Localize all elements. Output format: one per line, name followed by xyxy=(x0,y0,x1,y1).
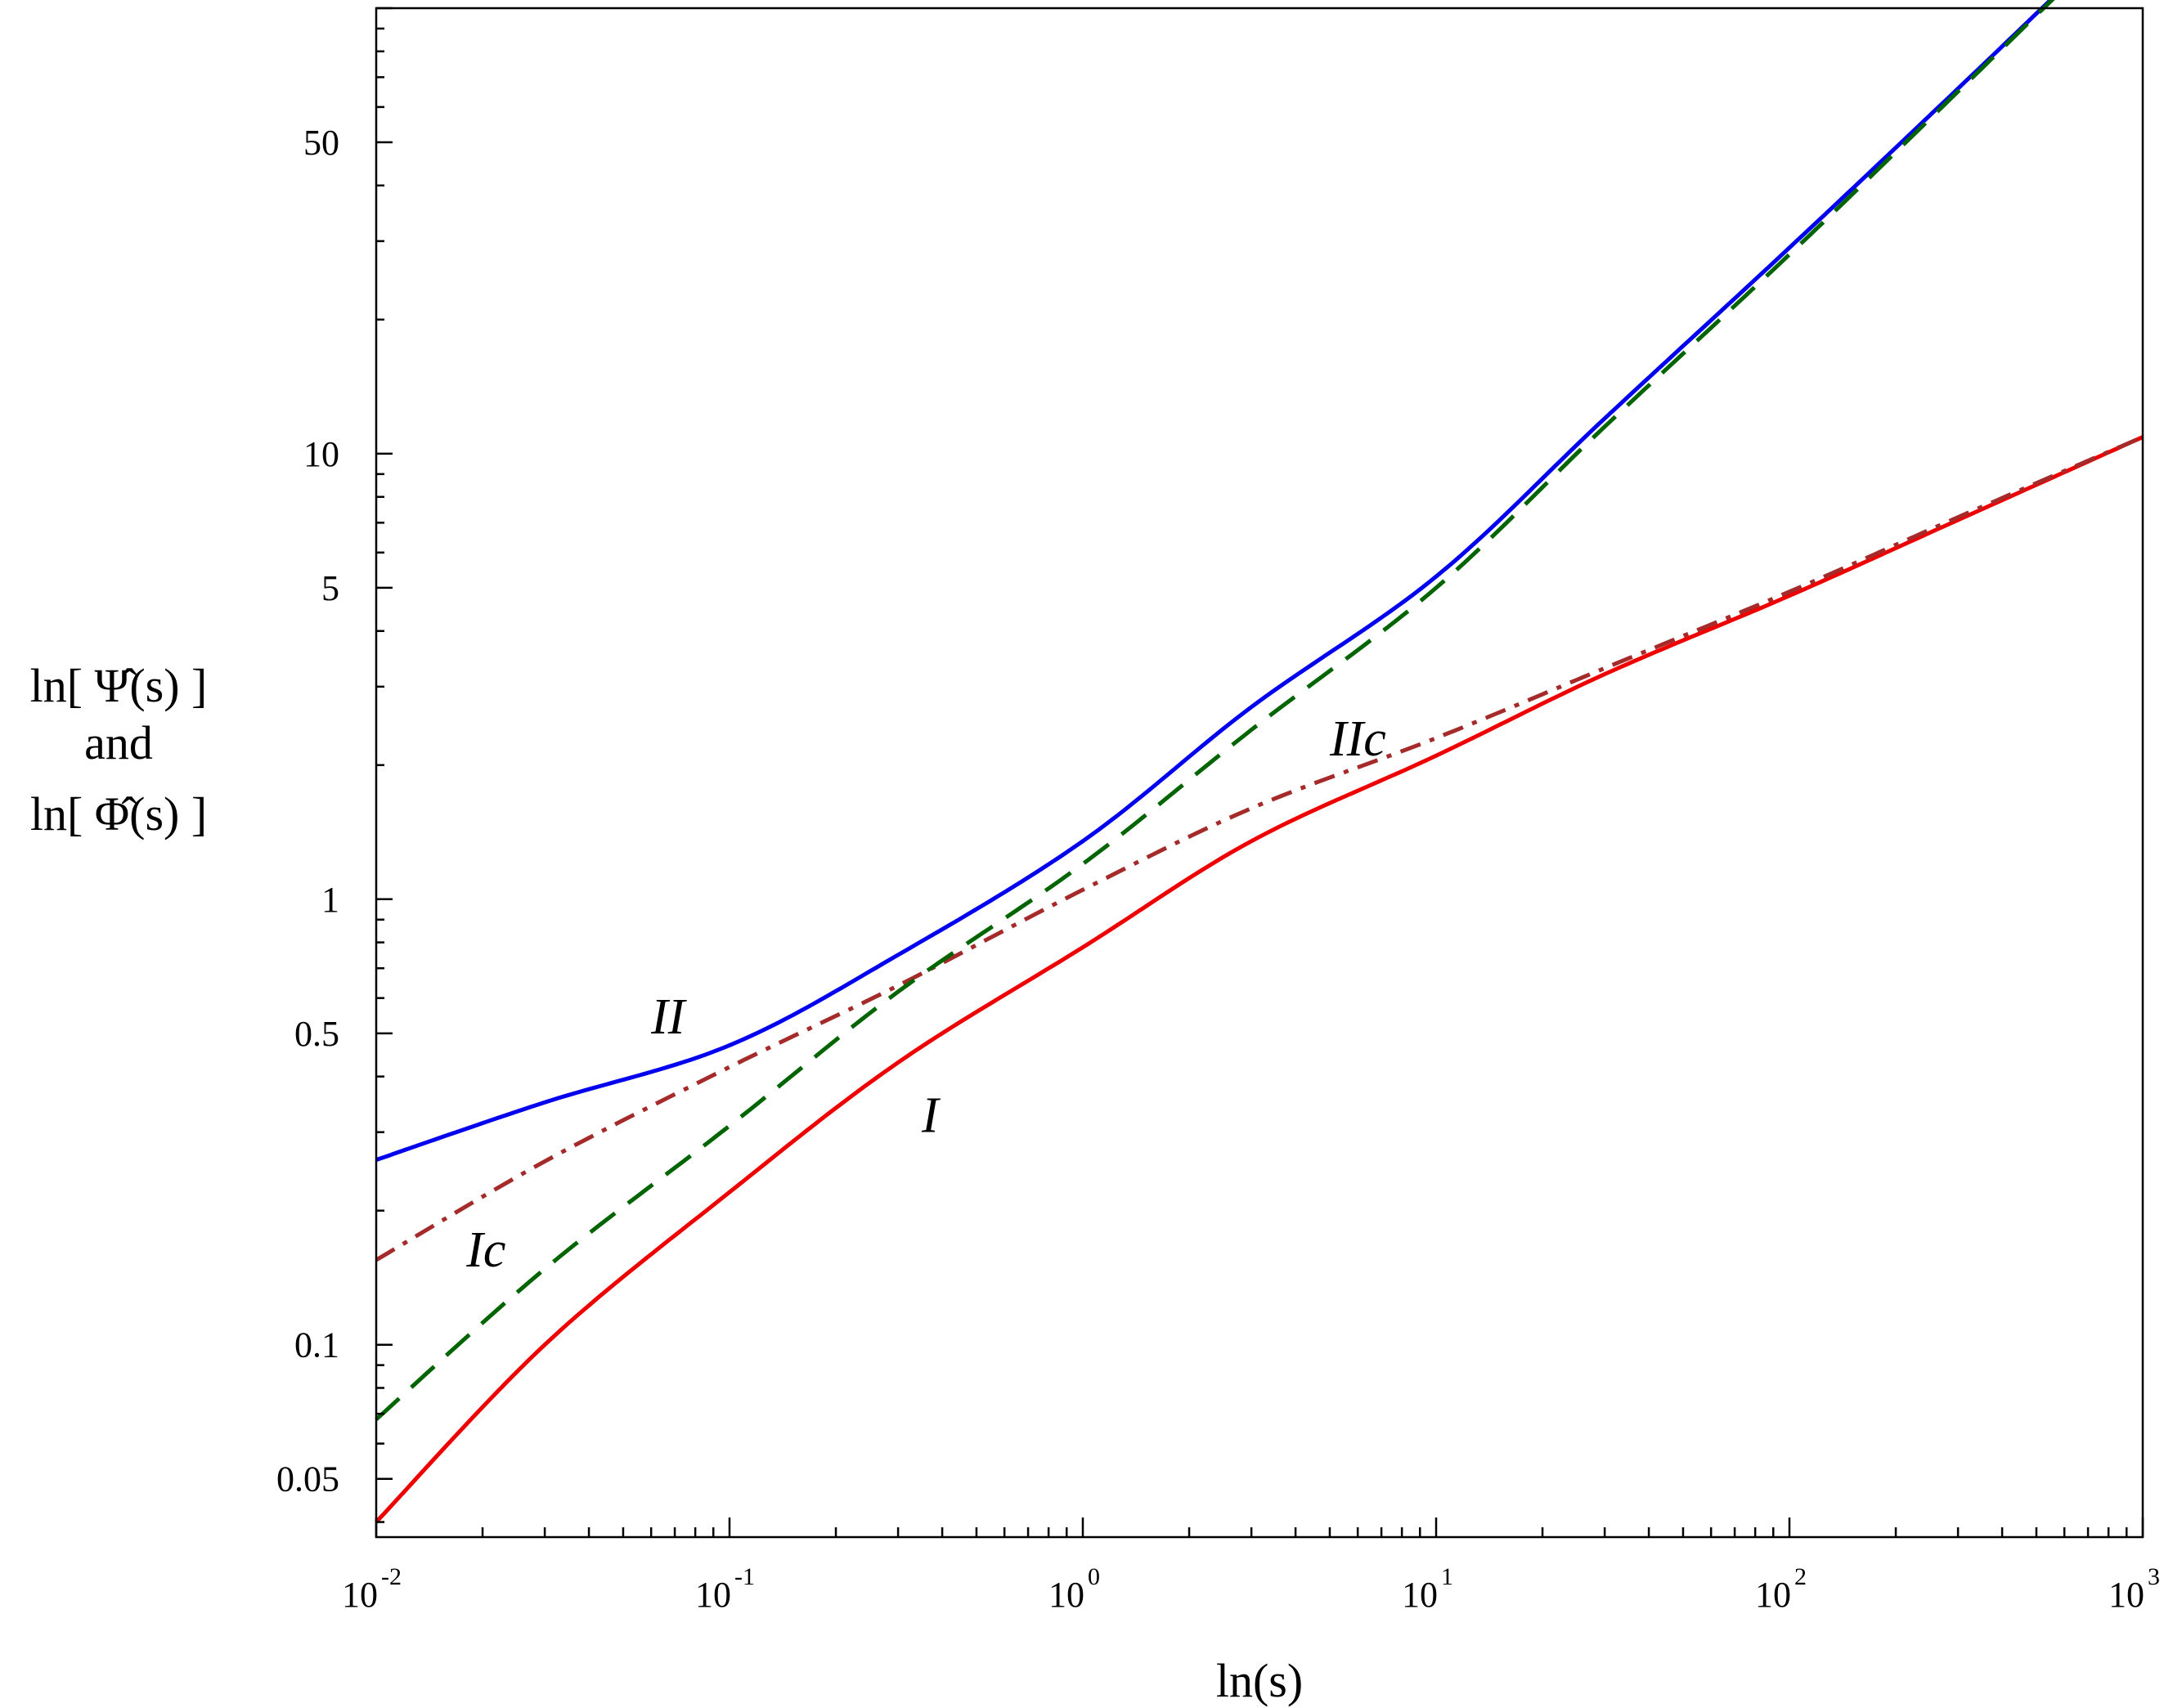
y-axis-title-line-3: ln[ Φ̂(s) ] xyxy=(30,787,207,841)
x-tick-label-base: 10 xyxy=(2108,1575,2144,1615)
x-tick-label-exponent: -1 xyxy=(734,1563,755,1590)
x-tick-label: 10 -2 xyxy=(342,1563,402,1615)
x-tick-label-base: 10 xyxy=(1402,1575,1438,1615)
x-tick-label: 10 1 xyxy=(1402,1563,1453,1615)
curve-label-ic: Ic xyxy=(465,1222,505,1278)
y-tick-label: 50 xyxy=(303,123,339,163)
y-tick-label: 0.5 xyxy=(294,1014,339,1054)
y-tick-label: 0.05 xyxy=(276,1459,339,1500)
series-line-ic xyxy=(375,435,2144,1262)
curve-label-ii: II xyxy=(650,989,688,1045)
y-axis-title-line-2: and xyxy=(84,716,153,769)
series-layer xyxy=(375,0,2144,1524)
x-tick-label-exponent: 3 xyxy=(2148,1563,2160,1590)
x-tick-label: 10 3 xyxy=(2108,1563,2160,1615)
y-tick-label: 1 xyxy=(321,880,339,920)
curve-label-iic: IIc xyxy=(1329,711,1386,767)
y-tick-label: 0.1 xyxy=(294,1325,339,1365)
series-line-iic xyxy=(375,0,2055,1421)
x-tick-label: 10 0 xyxy=(1048,1563,1100,1615)
plot-frame xyxy=(375,7,2144,1539)
series-line-i xyxy=(375,435,2144,1524)
x-tick-label-base: 10 xyxy=(1048,1575,1084,1615)
y-tick-label: 5 xyxy=(321,568,339,608)
x-tick-label-base: 10 xyxy=(695,1575,731,1615)
x-tick-label-exponent: 0 xyxy=(1088,1563,1100,1590)
x-tick-label-base: 10 xyxy=(1755,1575,1791,1615)
ticks-layer xyxy=(375,7,2144,1537)
x-tick-label-exponent: 1 xyxy=(1441,1563,1453,1590)
y-tick-label: 10 xyxy=(303,434,339,474)
x-tick-label: 10 2 xyxy=(1755,1563,1807,1615)
x-tick-label: 10 -1 xyxy=(695,1563,755,1615)
y-axis-title-line-1: ln[ Ψ̂(s) ] xyxy=(30,659,208,712)
curve-label-i: I xyxy=(921,1088,941,1144)
x-tick-label-exponent: -2 xyxy=(381,1563,402,1590)
x-tick-label-exponent: 2 xyxy=(1794,1563,1807,1590)
series-line-ii xyxy=(375,0,2054,1162)
x-axis-title: ln(s) xyxy=(1216,1654,1303,1707)
x-tick-label-base: 10 xyxy=(342,1575,378,1615)
